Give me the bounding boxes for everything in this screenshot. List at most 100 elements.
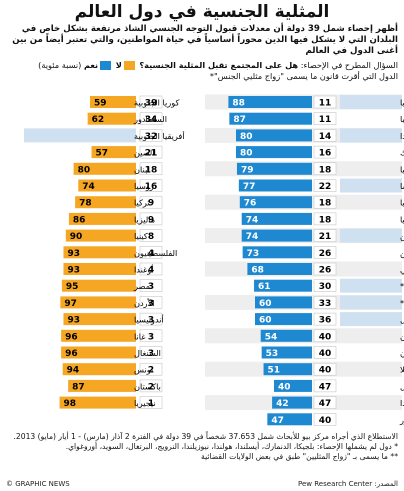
no-bar	[73, 162, 136, 175]
no-value-box	[313, 195, 337, 209]
no-value-label: 36	[319, 316, 332, 326]
no-value-label: 94	[67, 366, 80, 376]
question-line-2: الدول التي أقرت قانون ما يسمى "زواج مثلي…	[209, 71, 398, 81]
no-value-label: 78	[79, 199, 92, 209]
country-label: إيطاليا	[400, 214, 404, 225]
no-bar	[61, 346, 137, 359]
no-value-box	[313, 329, 337, 343]
no-bar	[68, 379, 136, 392]
yes-value-label: 32	[145, 132, 158, 142]
highlight-label-bg	[340, 178, 402, 193]
country-label: إسرائيل	[400, 381, 404, 392]
no-value-box	[313, 129, 337, 142]
page-title: المثلية الجنسية في دول العالم	[74, 2, 330, 22]
no-value-box	[313, 262, 337, 276]
question-block: السؤال المطرح في الإحصاء: هل على المجتمع…	[6, 60, 398, 82]
yes-bar	[255, 296, 312, 309]
yes-value-label: 34	[145, 115, 158, 125]
country-label: الفلسطينيون	[134, 248, 177, 258]
yes-value-label: 87	[233, 115, 246, 125]
yes-value-box	[139, 162, 163, 176]
country-label: الأردن	[134, 298, 155, 308]
question-text: هل على المجتمع تقبل المثلية الجنسية؟	[139, 60, 299, 70]
country-label: فنزويلا	[400, 365, 404, 375]
country-label: اليابان	[400, 331, 404, 341]
country-label: لبنان	[134, 164, 150, 174]
no-value-box	[313, 296, 337, 309]
country-label: اليونان	[400, 348, 404, 358]
yes-value-box	[139, 346, 163, 359]
yes-value-label: 73	[247, 249, 260, 259]
no-value-label: 93	[67, 249, 80, 259]
no-value-box	[313, 413, 337, 426]
yes-value-label: 76	[244, 199, 257, 209]
yes-value-label: 3	[148, 349, 154, 359]
yes-bar	[247, 263, 312, 275]
highlight-label-bg	[340, 228, 402, 243]
question-prefix: السؤال المطرح في الإحصاء:	[300, 60, 398, 70]
no-value-label: 80	[78, 165, 91, 175]
yes-value-label: 8	[148, 232, 154, 242]
yes-value-label: 54	[265, 332, 278, 342]
yes-value-label: 4	[148, 249, 154, 259]
yes-value-label: 88	[232, 99, 245, 109]
yes-value-label: 51	[268, 366, 281, 376]
country-label: السلفادور	[133, 114, 167, 124]
yes-value-box	[139, 396, 163, 409]
yes-value-label: 9	[148, 199, 154, 209]
highlight-label-bg	[340, 278, 402, 293]
no-value-box	[313, 279, 337, 292]
no-value-box	[313, 212, 337, 226]
no-value-label: 57	[96, 149, 109, 159]
yes-value-label: 2	[148, 366, 154, 376]
no-bar	[89, 96, 136, 108]
no-bar	[91, 146, 136, 159]
no-bar	[65, 229, 136, 242]
no-value-label: 16	[319, 149, 332, 159]
credit: © GRAPHIC NEWS	[6, 480, 70, 488]
footnote-2: * دول لم يشملها الإحصاء: بلجيكا، الدنمار…	[65, 442, 398, 451]
intro-text: أظهر إحصاء شمل 39 دولة أن معدلات قبول ال…	[12, 24, 398, 56]
no-value-label: 40	[319, 366, 332, 376]
highlight-label-bg	[340, 312, 402, 327]
yes-bar	[254, 279, 312, 292]
no-value-box	[313, 112, 337, 125]
no-value-label: 93	[67, 266, 80, 276]
yes-value-label: 60	[259, 316, 272, 326]
no-value-label: 14	[319, 132, 332, 142]
country-label: تونس	[134, 365, 153, 375]
no-bar	[61, 279, 136, 292]
country-label: نيجيريا	[134, 398, 156, 408]
country-label: فرنسا	[400, 181, 404, 191]
yes-value-label: 77	[243, 182, 256, 192]
yes-value-label: 4	[148, 266, 154, 276]
yes-value-label: 80	[240, 149, 253, 159]
no-value-box	[313, 145, 337, 159]
no-value-label: 30	[319, 282, 332, 292]
country-label: إسبانيا	[400, 98, 404, 109]
highlight-label-bg	[340, 95, 402, 109]
yes-value-label: 68	[251, 266, 264, 276]
footnote-3: ** ما يسمى بـ "زواج المثليين" طبق في بعض…	[201, 452, 398, 461]
no-value-box	[313, 162, 337, 176]
yes-value-box	[139, 279, 163, 292]
no-value-label: 33	[319, 299, 332, 309]
yes-bar	[241, 212, 312, 225]
no-value-label: 96	[65, 332, 78, 342]
yes-value-label: 40	[278, 382, 291, 392]
highlight-label-bg	[340, 128, 402, 143]
yes-bar	[241, 229, 312, 242]
no-bar	[60, 296, 137, 309]
no-value-box	[313, 362, 337, 376]
footnotes: الاستطلاع الذي أجراه مركز بيو للأبحاث شم…	[6, 432, 399, 462]
yes-value-box	[139, 329, 163, 343]
yes-bar	[236, 146, 312, 159]
no-value-label: 11	[319, 99, 332, 109]
no-bar	[87, 112, 136, 125]
yes-bar	[236, 162, 312, 175]
country-label: المكسيك**	[400, 281, 404, 291]
no-value-label: 97	[64, 299, 77, 309]
yes-value-box	[139, 129, 163, 142]
no-value-box	[313, 346, 337, 359]
no-bar	[63, 246, 136, 259]
